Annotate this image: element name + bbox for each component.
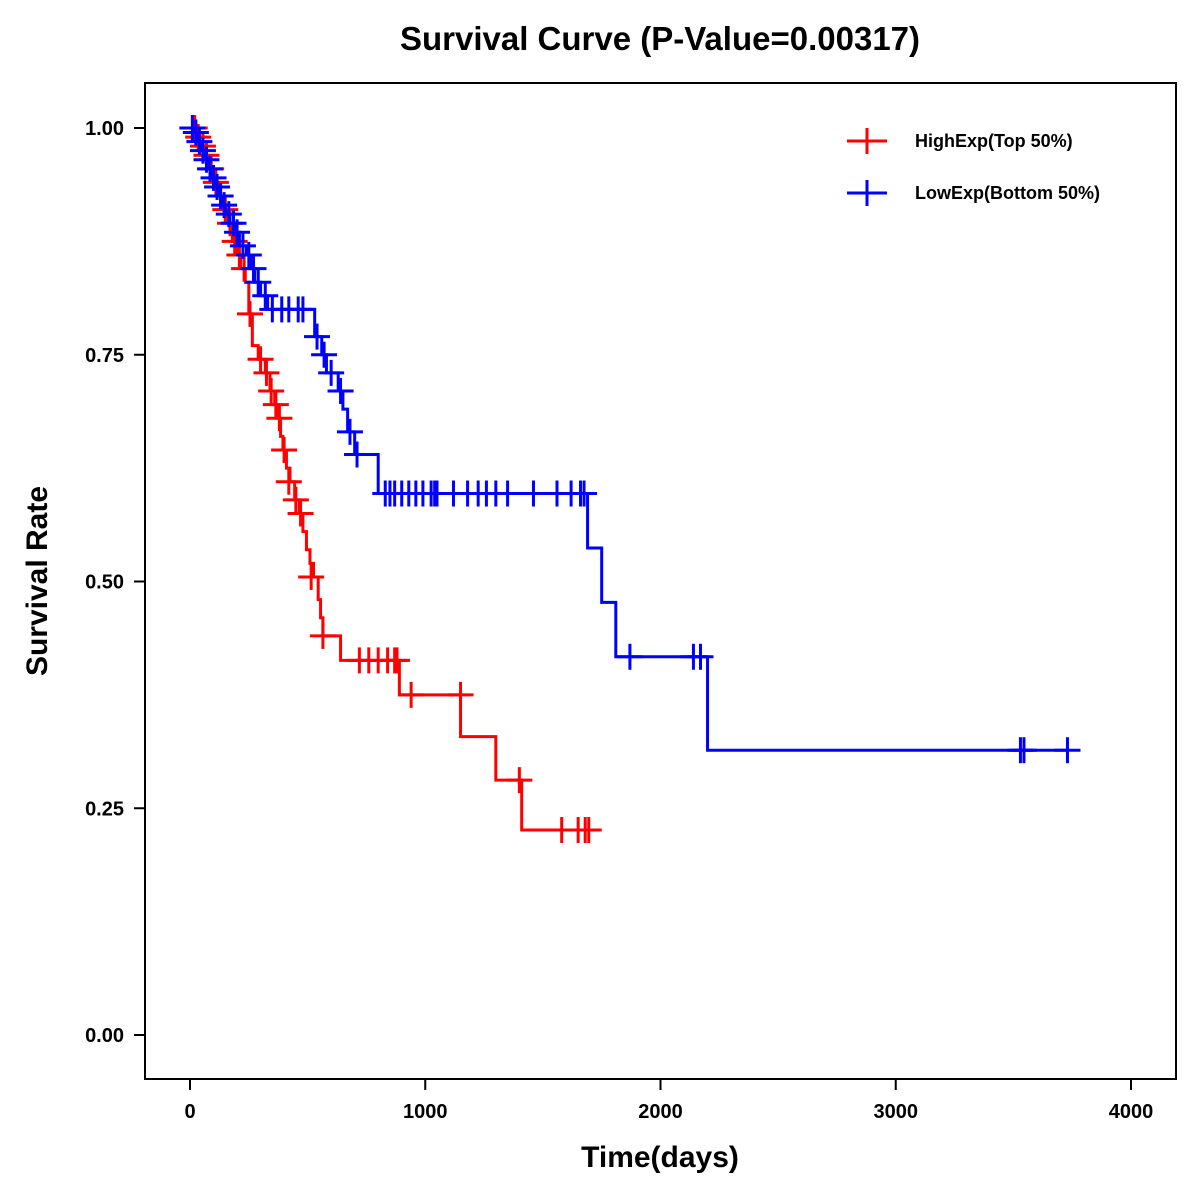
censor-mark bbox=[327, 378, 354, 405]
curves bbox=[179, 115, 1081, 844]
y-tick-label: 0.00 bbox=[85, 1025, 124, 1047]
x-tick-label: 0 bbox=[184, 1101, 195, 1123]
legend-cross-icon bbox=[847, 128, 887, 154]
censor-mark bbox=[236, 300, 263, 327]
censor-mark bbox=[258, 378, 285, 405]
censor-mark bbox=[245, 269, 272, 296]
y-tick-label: 0.75 bbox=[85, 345, 124, 367]
censor-mark bbox=[520, 480, 547, 507]
legend-label: LowExp(Bottom 50%) bbox=[915, 183, 1100, 203]
censor-mark bbox=[298, 563, 325, 590]
y-axis: 0.00 0.25 0.50 0.75 1.00 bbox=[85, 118, 145, 1047]
legend-label: HighExp(Top 50%) bbox=[915, 131, 1073, 151]
censor-mark bbox=[282, 486, 309, 513]
censor-mark bbox=[506, 767, 533, 794]
censor-mark bbox=[179, 115, 206, 141]
censor-mark bbox=[262, 391, 289, 418]
censor-mark bbox=[275, 468, 302, 495]
censor-mark bbox=[304, 323, 331, 350]
censor-mark bbox=[271, 436, 298, 463]
plot-frame bbox=[144, 82, 1177, 1080]
censor-mark bbox=[309, 622, 336, 649]
censor-mark bbox=[247, 346, 274, 373]
censor-mark bbox=[235, 241, 262, 268]
legend-cross-icon bbox=[847, 180, 887, 206]
censor-mark bbox=[1010, 737, 1037, 764]
censor-mark bbox=[224, 219, 251, 246]
x-axis-label: Time(days) bbox=[581, 1141, 739, 1174]
censor-mark bbox=[571, 480, 598, 507]
y-tick-label: 1.00 bbox=[85, 118, 124, 140]
censor-mark bbox=[311, 341, 338, 368]
censor-mark bbox=[494, 480, 521, 507]
legend-item: LowExp(Bottom 50%) bbox=[847, 180, 1100, 206]
censor-mark bbox=[616, 643, 643, 670]
censor-mark bbox=[266, 405, 293, 432]
censor-mark bbox=[240, 255, 267, 282]
censor-mark bbox=[336, 418, 363, 445]
censor-mark bbox=[344, 441, 371, 468]
censor-mark bbox=[253, 359, 280, 386]
x-tick-label: 3000 bbox=[874, 1101, 919, 1123]
x-tick-label: 1000 bbox=[403, 1101, 448, 1123]
y-tick-label: 0.50 bbox=[85, 572, 124, 594]
chart-title: Survival Curve (P-Value=0.00317) bbox=[400, 20, 920, 57]
x-tick-label: 4000 bbox=[1109, 1101, 1154, 1123]
censor-mark bbox=[398, 681, 425, 708]
censor-mark bbox=[384, 647, 411, 674]
censor-mark bbox=[252, 282, 279, 309]
censor-mark bbox=[287, 500, 314, 527]
legend: HighExp(Top 50%) LowExp(Bottom 50%) bbox=[847, 128, 1100, 206]
censor-mark bbox=[318, 359, 345, 386]
x-tick-label: 2000 bbox=[638, 1101, 683, 1123]
censor-mark bbox=[447, 681, 474, 708]
y-tick-label: 0.25 bbox=[85, 798, 124, 820]
y-axis-label: Survival Rate bbox=[21, 486, 54, 676]
censor-mark bbox=[575, 817, 602, 844]
series-low-exp bbox=[179, 115, 1081, 764]
censor-mark bbox=[1054, 737, 1081, 764]
x-axis: 0 1000 2000 3000 4000 bbox=[184, 1079, 1153, 1123]
censor-mark bbox=[289, 296, 316, 323]
legend-item: HighExp(Top 50%) bbox=[847, 128, 1073, 154]
censor-mark bbox=[687, 643, 714, 670]
survival-step-line bbox=[190, 126, 595, 832]
